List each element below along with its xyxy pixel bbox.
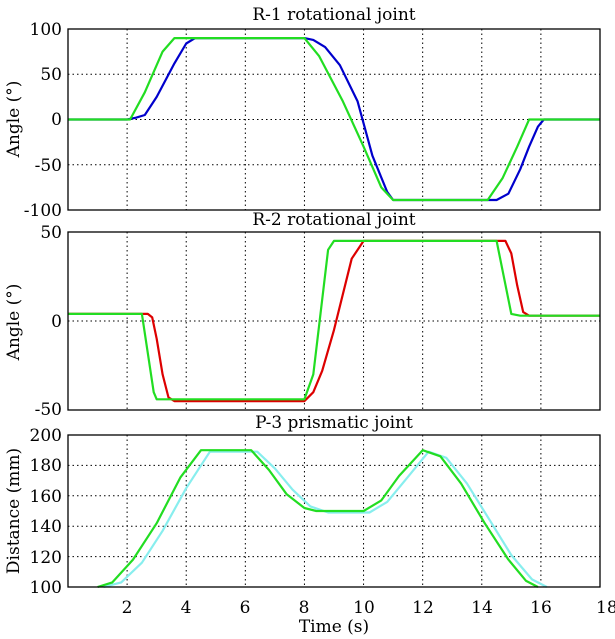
panel-r2-series-line-1: [68, 239, 600, 403]
panel-p3-ytick-label: 160: [30, 487, 62, 507]
panel-p3-xtick-label: 6: [240, 598, 251, 618]
panel-p3-ytick-label: 200: [30, 426, 62, 446]
panel-r2-series-line-2: [68, 239, 600, 401]
panel-r1-series-line-2: [68, 36, 600, 202]
panel-r1-ytick-label: 50: [40, 65, 62, 85]
panel-p3-xticklabels: 2 4 6 8 10 12 14 16 18: [122, 598, 615, 618]
panel-p3-series-line-2: [97, 449, 539, 589]
panel-p3-xtick-label: 18: [596, 598, 615, 618]
panel-p3-xtick-label: 16: [530, 598, 552, 618]
panel-r1-ytick-label: 0: [51, 110, 62, 130]
panel-r1-grid: [68, 29, 600, 210]
panel-r2-grid: [68, 232, 600, 410]
panel-p3-xtick-label: 8: [299, 598, 310, 618]
panel-p3-yticklabels: 200 180 160 140 120 100: [30, 426, 62, 598]
panel-p3-frame: [67, 434, 601, 588]
panel-p3: P-3 prismatic joint Distance (mm) 200 18…: [4, 413, 615, 637]
panel-p3-series-line-1: [103, 450, 548, 589]
panel-p3-ytick-label: 100: [30, 578, 62, 598]
panel-r2-ylabel: Angle (°): [4, 284, 24, 362]
x-axis-label: Time (s): [299, 617, 369, 637]
panel-r2-frame: [67, 231, 601, 411]
panel-p3-xtick-label: 2: [122, 598, 133, 618]
panel-p3-grid: [68, 435, 600, 587]
panel-r1-series: [68, 36, 600, 202]
panel-p3-series: [97, 449, 548, 589]
panel-p3-xtick-label: 12: [412, 598, 434, 618]
panel-p3-xtick-label: 4: [181, 598, 192, 618]
panel-r2-ytick-label: 0: [51, 312, 62, 332]
panel-p3-xtick-label: 10: [353, 598, 375, 618]
panel-r1-ylabel: Angle (°): [4, 81, 24, 159]
panel-p3-ytick-label: 140: [30, 517, 62, 537]
panel-p3-ylabel: Distance (mm): [4, 448, 24, 574]
panel-r1: R-1 rotational joint Angle (°) 100 50 0 …: [4, 5, 601, 221]
panel-r1-series-line-1: [68, 36, 600, 202]
panel-r1-title: R-1 rotational joint: [252, 5, 415, 25]
panel-r2-title: R-2 rotational joint: [252, 210, 415, 230]
panel-r2-ytick-label: -50: [35, 400, 62, 420]
panel-p3-title: P-3 prismatic joint: [255, 413, 413, 433]
panel-p3-xtick-label: 14: [471, 598, 493, 618]
panel-r1-frame: [67, 28, 601, 211]
panel-p3-ytick-label: 180: [30, 456, 62, 476]
panel-p3-ytick-label: 120: [30, 548, 62, 568]
panel-r2: R-2 rotational joint Angle (°) 50 0 -50: [4, 210, 601, 420]
panel-r1-ytick-label: -100: [24, 201, 62, 221]
panel-r1-ytick-label: 100: [30, 20, 62, 40]
panel-r2-series: [68, 239, 600, 403]
panel-r2-ytick-label: 50: [40, 223, 62, 243]
panel-r1-ytick-label: -50: [35, 156, 62, 176]
panel-r1-yticklabels: 100 50 0 -50 -100: [24, 20, 62, 221]
panel-r2-yticklabels: 50 0 -50: [35, 223, 62, 420]
